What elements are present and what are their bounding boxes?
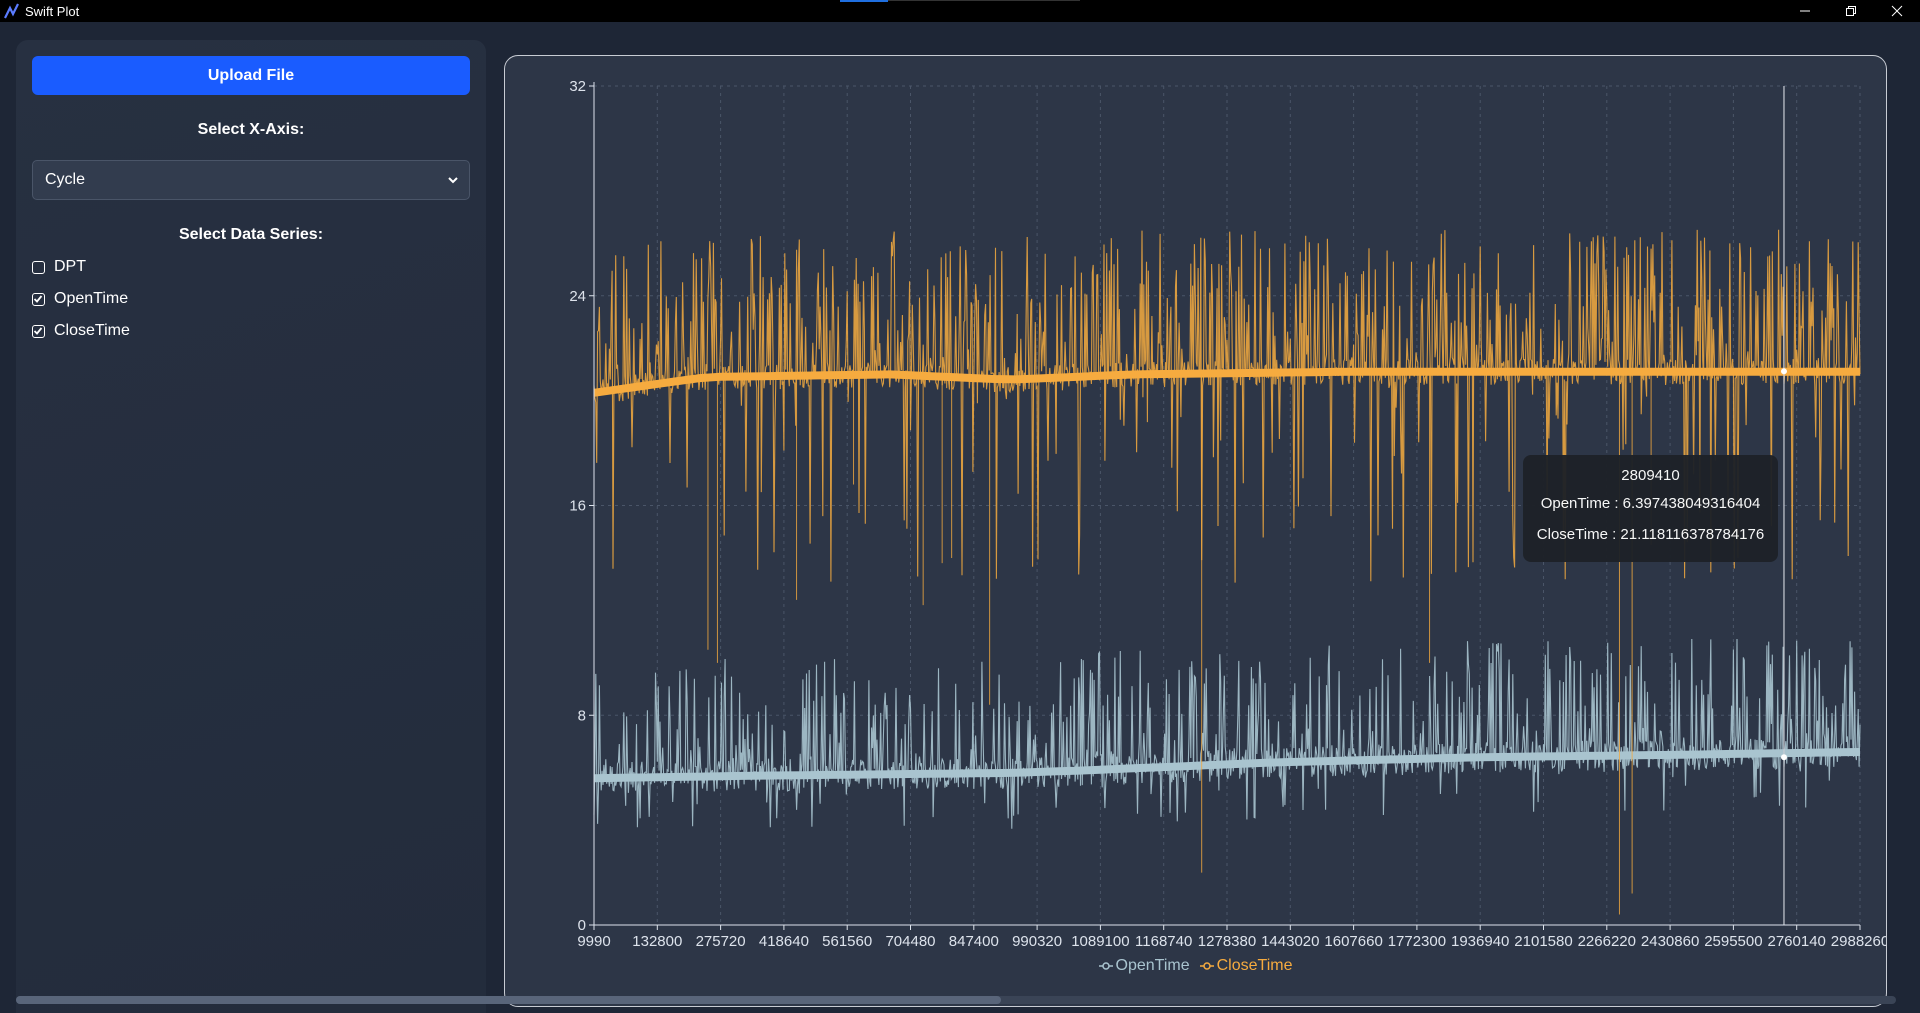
tooltip-opentime: OpenTime : 6.397438049316404 (1540, 495, 1761, 512)
chart-legend: OpenTime CloseTime (505, 957, 1886, 975)
close-window-button[interactable] (1874, 0, 1920, 22)
x-tick-label: 704480 (885, 933, 935, 950)
x-tick-label: 2101580 (1514, 933, 1572, 950)
x-tick-label: 1278380 (1198, 933, 1256, 950)
x-tick-label: 132800 (632, 933, 682, 950)
restore-icon (1846, 6, 1856, 16)
close-icon (1891, 5, 1903, 17)
checkmark-icon (33, 326, 43, 335)
series-line-opentime (593, 638, 1861, 829)
app-logo-icon (4, 3, 19, 19)
x-tick-label: 275720 (696, 933, 746, 950)
legend-marker-icon (1199, 962, 1214, 970)
x-tick-label: 2430860 (1641, 933, 1699, 950)
chevron-down-icon (448, 177, 458, 184)
legend-label: CloseTime (1216, 957, 1293, 974)
window-controls (1782, 0, 1920, 22)
legend-marker-icon (1098, 962, 1113, 970)
series-option-opentime[interactable]: OpenTime (32, 290, 128, 308)
line-chart[interactable]: 0 8 16 24 32 9990 132800 275720 418640 561560 7044… (505, 56, 1886, 1006)
series-band-opentime (593, 748, 1861, 783)
series-band-closetime (593, 367, 1860, 397)
title-bar: Swift Plot (0, 0, 1920, 22)
x-tick-label: 561560 (822, 933, 872, 950)
legend-item-opentime[interactable]: OpenTime (1098, 957, 1190, 975)
series-option-label: CloseTime (54, 322, 130, 339)
y-tick-label: 0 (578, 917, 586, 934)
series-option-label: DPT (54, 258, 86, 275)
legend-label: OpenTime (1115, 957, 1190, 974)
y-tick-label: 16 (569, 498, 586, 515)
x-tick-label: 1936940 (1451, 933, 1509, 950)
titlebar-accent (840, 0, 888, 2)
tooltip-closetime: CloseTime : 21.118116378784176 (1536, 526, 1765, 543)
x-tick-label: 9990 (577, 933, 610, 950)
series-option-dpt[interactable]: DPT (32, 258, 86, 276)
upload-file-button[interactable]: Upload File (32, 56, 470, 95)
scrollbar-thumb[interactable] (16, 996, 1001, 1004)
x-tick-label: 847400 (949, 933, 999, 950)
xaxis-label: Select X-Axis: (197, 121, 305, 138)
titlebar-strip (888, 0, 1080, 1)
y-tick-label: 32 (569, 78, 586, 95)
checkbox[interactable] (32, 292, 45, 306)
x-tick-label: 990320 (1012, 933, 1062, 950)
horizontal-scrollbar[interactable] (16, 996, 1896, 1004)
chart-panel: 0 8 16 24 32 9990 132800 275720 418640 561560 7044… (504, 55, 1887, 1007)
minimize-button[interactable] (1782, 0, 1828, 22)
series-label: Select Data Series: (178, 226, 324, 243)
checkbox[interactable] (32, 324, 45, 338)
series-option-label: OpenTime (54, 290, 129, 307)
restore-button[interactable] (1828, 0, 1874, 22)
cursor-point-opentime (1780, 754, 1787, 761)
cursor-point-closetime (1780, 368, 1787, 375)
x-tick-label: 418640 (759, 933, 809, 950)
window-title: Swift Plot (25, 3, 80, 19)
x-tick-label: 2988260 (1831, 933, 1886, 950)
x-tick-label: 1443020 (1261, 933, 1319, 950)
series-option-closetime[interactable]: CloseTime (32, 322, 130, 340)
tooltip-x-value: 2809410 (1621, 467, 1680, 484)
x-tick-label: 2760140 (1767, 933, 1825, 950)
x-tick-label: 2595500 (1704, 933, 1762, 950)
x-tick-label: 2266220 (1578, 933, 1636, 950)
sidebar-panel: Upload File Select X-Axis: Cycle Select … (16, 40, 486, 1013)
x-tick-label: 1772300 (1388, 933, 1446, 950)
chart-tooltip: 2809410 OpenTime : 6.397438049316404 Clo… (1523, 455, 1778, 562)
checkbox[interactable] (32, 260, 45, 274)
xaxis-select[interactable]: Cycle (32, 160, 470, 200)
x-tick-label: 1089100 (1071, 933, 1129, 950)
minimize-icon (1800, 10, 1810, 12)
x-tick-label: 1607660 (1324, 933, 1382, 950)
y-tick-label: 24 (569, 288, 586, 305)
xaxis-selected-value: Cycle (45, 171, 86, 188)
x-tick-label: 1168740 (1135, 933, 1192, 950)
legend-item-closetime[interactable]: CloseTime (1199, 957, 1293, 975)
checkmark-icon (33, 294, 43, 303)
y-tick-label: 8 (578, 707, 586, 724)
